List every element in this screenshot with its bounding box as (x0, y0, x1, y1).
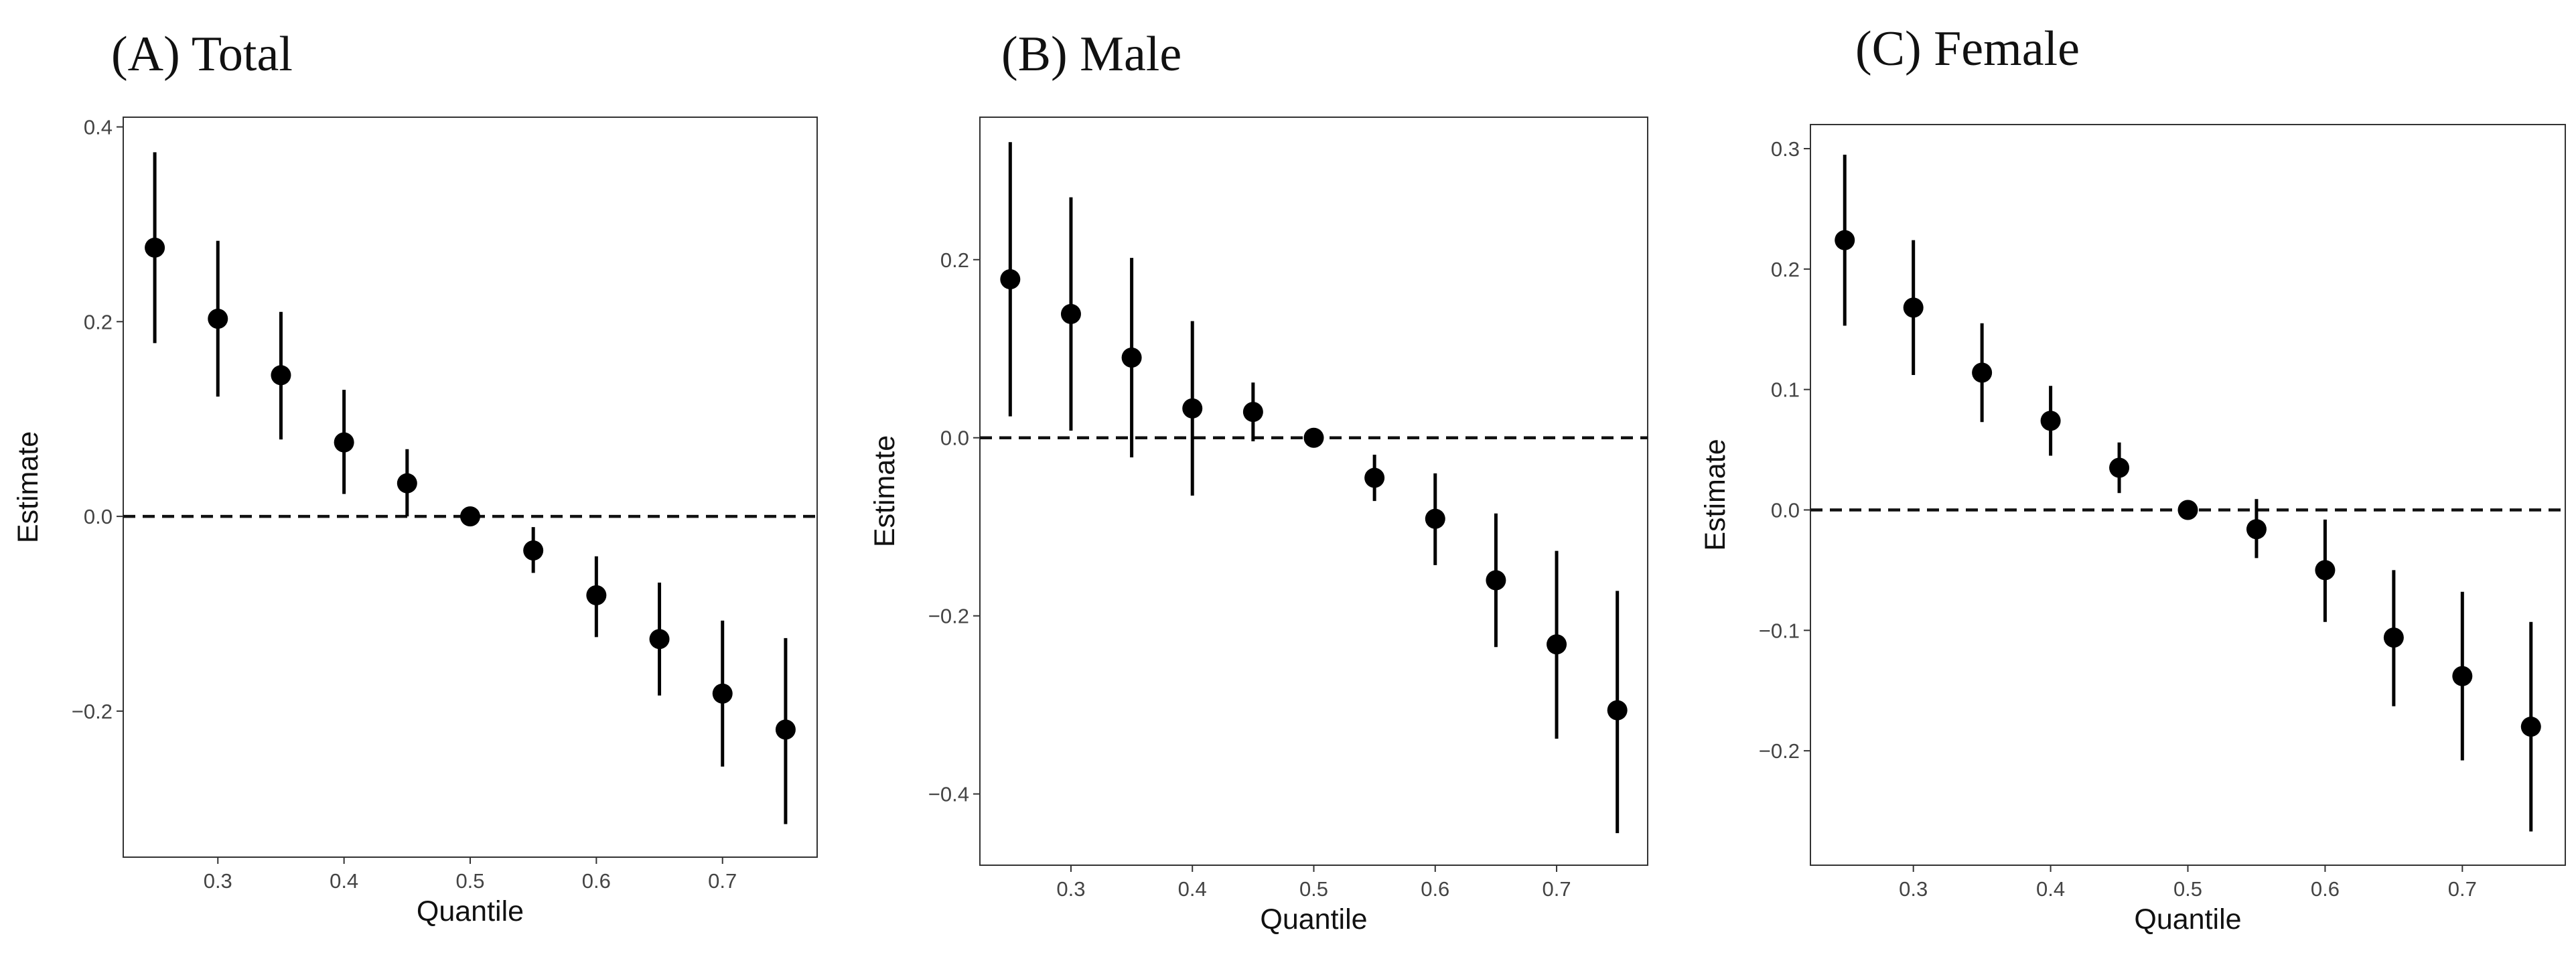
y-tick-label: 0.0 (1771, 498, 1800, 522)
estimate-point (2040, 410, 2061, 431)
x-tick-label: 0.4 (1178, 877, 1207, 901)
estimate-point (1486, 570, 1506, 591)
estimate-point (2383, 627, 2404, 648)
estimate-point (523, 540, 544, 561)
x-tick-label: 0.7 (1542, 877, 1571, 901)
estimate-point (1000, 269, 1021, 290)
panel-a-border (123, 117, 818, 858)
estimate-point (775, 719, 796, 740)
estimate-point (460, 506, 480, 527)
estimate-point (1364, 467, 1385, 488)
x-tick-label: 0.3 (1899, 877, 1928, 901)
panel-c-title: (C) Female (1855, 21, 2080, 76)
x-tick-label: 0.5 (2173, 877, 2202, 901)
x-tick-label: 0.7 (708, 869, 737, 893)
estimate-point (1060, 303, 1081, 324)
y-tick-label: −0.2 (1759, 739, 1800, 763)
estimate-point (271, 365, 291, 386)
y-tick-label: −0.1 (1759, 619, 1800, 642)
x-tick-label: 0.3 (204, 869, 232, 893)
x-tick-label: 0.4 (330, 869, 358, 893)
estimate-point (1182, 398, 1203, 419)
panel-a-title: (A) Total (111, 27, 293, 82)
x-axis-title: Quantile (2134, 903, 2241, 936)
estimate-point (1972, 362, 1993, 383)
y-tick-label: 0.1 (1771, 378, 1800, 402)
estimate-point (1607, 700, 1628, 721)
y-tick-label: −0.2 (928, 605, 969, 628)
y-axis-title: Estimate (1699, 439, 1731, 550)
x-tick-label: 0.6 (582, 869, 611, 893)
x-tick-label: 0.6 (2311, 877, 2340, 901)
estimate-point (1835, 230, 1855, 250)
x-tick-label: 0.3 (1056, 877, 1085, 901)
x-tick-label: 0.6 (1421, 877, 1449, 901)
panel-b: (B) Male −0.4 −0.2 0.0 0.2 0.3 0.4 0.5 0.6 0.7 Qua… (869, 27, 1648, 936)
estimate-point (2246, 519, 2267, 540)
estimate-point (145, 237, 165, 258)
x-axis-title: Quantile (1260, 903, 1367, 936)
estimate-point (397, 473, 417, 494)
estimate-point (1903, 297, 1924, 318)
estimate-point (1121, 348, 1142, 368)
estimate-point (208, 308, 228, 329)
estimate-point (1425, 508, 1445, 529)
y-tick-label: −0.2 (72, 700, 113, 723)
estimate-point (334, 432, 354, 453)
x-axis-title: Quantile (417, 895, 524, 927)
estimate-point (2177, 500, 2198, 520)
y-axis-title: Estimate (12, 431, 44, 543)
panel-c-border (1810, 124, 2566, 866)
panel-c: (C) Female −0.2 −0.1 0.0 0.1 0.2 0.3 0.3 0.4 0.5 0… (1699, 21, 2566, 936)
estimate-point (586, 585, 607, 605)
y-tick-label: 0.2 (84, 310, 113, 333)
y-axis-title: Estimate (869, 435, 901, 547)
y-tick-label: 0.4 (84, 116, 113, 139)
x-tick-label: 0.7 (2448, 877, 2477, 901)
y-tick-label: 0.2 (1771, 258, 1800, 281)
x-tick-label: 0.5 (455, 869, 484, 893)
y-tick-label: 0.3 (1771, 137, 1800, 161)
panel-b-title: (B) Male (1001, 27, 1182, 82)
y-tick-label: 0.2 (940, 248, 969, 272)
estimate-point (2315, 560, 2336, 581)
estimate-point (2520, 717, 2541, 737)
y-tick-label: 0.0 (84, 505, 113, 528)
panel-b-border (979, 117, 1648, 866)
estimate-point (1242, 402, 1263, 423)
estimate-point (1547, 634, 1567, 655)
y-tick-label: 0.0 (940, 427, 969, 450)
estimate-point (649, 629, 670, 650)
estimate-point (2452, 666, 2473, 686)
estimate-point (712, 683, 733, 704)
x-tick-label: 0.4 (2036, 877, 2065, 901)
estimate-point (1303, 427, 1324, 448)
x-tick-label: 0.5 (1299, 877, 1328, 901)
y-tick-label: −0.4 (928, 783, 969, 806)
panel-a: (A) Total −0.2 0.0 0.2 0.4 0.3 0.4 0.5 0.6 0.7 Qua… (12, 27, 818, 927)
estimate-point (2109, 457, 2130, 478)
